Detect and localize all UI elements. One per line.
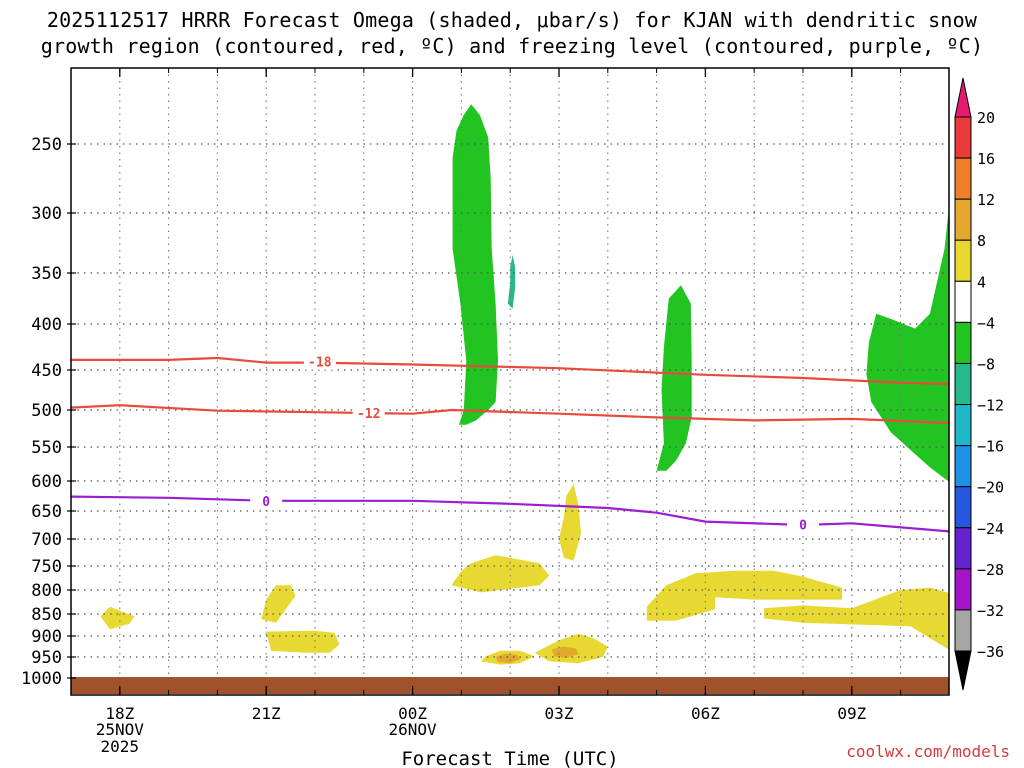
x-tick-label-3: 03Z: [545, 704, 574, 723]
y-tick-label-550: 550: [31, 438, 62, 458]
contour-label-1-0: -12: [357, 407, 380, 422]
omega-region-14: [551, 646, 579, 658]
colorbar-top-arrow: [954, 77, 972, 118]
contour-label-2-1: 0: [799, 518, 807, 533]
contour-line-0: [71, 356, 949, 385]
contour-label-2-0: 0: [262, 495, 270, 510]
contour-label-bg-1-0: [352, 404, 385, 421]
colorbar-box-1: [954, 157, 972, 200]
ground-band: [71, 677, 949, 694]
colorbar-box-5: [954, 321, 972, 364]
omega-region-11: [646, 570, 842, 621]
omega-region-12: [764, 587, 949, 650]
colorbar-box-10: [954, 527, 972, 570]
y-axis-ticks: 2503003504004505005506006507007508008509…: [21, 135, 76, 689]
y-tick-label-1000: 1000: [21, 669, 62, 689]
omega-region-2: [656, 285, 692, 471]
colorbar-box-2: [954, 198, 972, 241]
x-tick-year-0: 2025: [101, 737, 140, 756]
colorbar-label-2: 12: [977, 191, 995, 209]
x-tick-date-2: 26NOV: [389, 720, 438, 739]
colorbar-label-13: −36: [977, 643, 1004, 661]
colorbar-label-11: −28: [977, 561, 1004, 579]
colorbar-label-3: 8: [977, 232, 986, 250]
colorbar-box-9: [954, 486, 972, 529]
colorbar-box-11: [954, 568, 972, 611]
colorbar: 20 16 12 8 4 −4 −8 −12 −16 −20 −24 −28 −32 −36: [954, 77, 1004, 691]
colorbar-box-8: [954, 445, 972, 488]
x-tick-label-2: 00Z: [398, 704, 427, 723]
contour-line-2: [71, 495, 949, 533]
chart-title-line2: growth region (contoured, red, ºC) and f…: [40, 34, 984, 58]
colorbar-label-7: −12: [977, 397, 1004, 415]
y-tick-label-650: 650: [31, 502, 62, 522]
omega-region-8: [266, 630, 340, 653]
y-tick-label-300: 300: [31, 204, 62, 224]
ground-layer: [71, 677, 949, 694]
colorbar-bottom-arrow: [954, 650, 972, 691]
contour-lines: -18 -12 0 0: [71, 353, 949, 533]
y-tick-label-350: 350: [31, 264, 62, 284]
omega-region-7: [100, 606, 135, 630]
y-tick-label-750: 750: [31, 557, 62, 577]
omega-region-5: [559, 484, 581, 561]
colorbar-box-4: [954, 280, 972, 323]
omega-region-3: [866, 207, 949, 482]
colorbar-label-10: −24: [977, 520, 1004, 538]
omega-region-13: [495, 653, 520, 664]
colorbar-box-6: [954, 362, 972, 406]
colorbar-label-8: −16: [977, 438, 1004, 456]
source-credit: coolwx.com/models: [846, 742, 1010, 761]
y-tick-label-850: 850: [31, 605, 62, 625]
contour-label-bg-0-0: [303, 353, 336, 370]
x-tick-label-1: 21Z: [252, 704, 281, 723]
x-tick-date-0: 25NOV: [96, 720, 145, 739]
y-tick-label-450: 450: [31, 361, 62, 381]
x-tick-label-5: 09Z: [837, 704, 866, 723]
colorbar-box-12: [954, 609, 972, 652]
omega-region-0: [452, 104, 498, 425]
y-tick-label-700: 700: [31, 530, 62, 550]
y-tick-label-500: 500: [31, 401, 62, 421]
colorbar-label-6: −8: [977, 355, 995, 373]
y-tick-label-900: 900: [31, 627, 62, 647]
y-tick-label-950: 950: [31, 648, 62, 668]
omega-region-6: [261, 585, 296, 623]
contour-line-1: [71, 404, 949, 425]
omega-region-4: [451, 555, 550, 593]
y-tick-label-600: 600: [31, 472, 62, 492]
contour-label-bg-2-1: [787, 516, 819, 533]
omega-region-1: [507, 255, 516, 309]
contour-label-0-0: -18: [308, 356, 332, 371]
colorbar-label-0: 20: [977, 109, 995, 127]
y-tick-label-800: 800: [31, 581, 62, 601]
colorbar-box-0: [954, 116, 972, 159]
colorbar-label-1: 16: [977, 150, 995, 168]
colorbar-box-3: [954, 239, 972, 282]
x-tick-label-4: 06Z: [691, 704, 720, 723]
omega-shading: [100, 104, 949, 665]
grid-lines: [71, 68, 949, 695]
y-tick-label-400: 400: [31, 315, 62, 335]
colorbar-label-9: −20: [977, 479, 1004, 497]
y-tick-label-250: 250: [31, 135, 62, 155]
chart-title-line1: 2025112517 HRRR Forecast Omega (shaded, …: [46, 8, 978, 32]
x-axis-label: Forecast Time (UTC): [401, 748, 618, 768]
colorbar-label-12: −32: [977, 602, 1004, 620]
colorbar-box-7: [954, 404, 972, 447]
colorbar-label-5: −4: [977, 314, 995, 332]
x-tick-label-0: 18Z: [105, 704, 134, 723]
contour-label-bg-2-0: [250, 492, 283, 509]
colorbar-label-4: 4: [977, 273, 986, 291]
